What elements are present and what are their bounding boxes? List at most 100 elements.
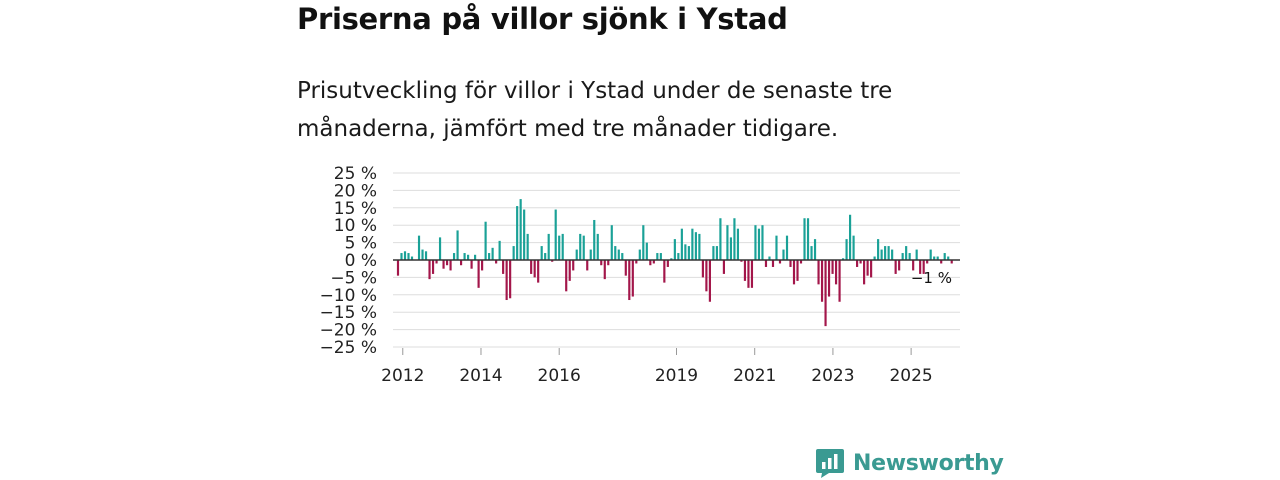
y-tick-label: 20 % — [334, 181, 377, 201]
bar — [579, 233, 582, 260]
bar — [947, 256, 950, 260]
page-title: Priserna på villor sjönk i Ystad — [297, 2, 788, 36]
bar — [677, 253, 680, 260]
bar — [708, 260, 711, 302]
y-tick-label: −25 % — [320, 338, 377, 358]
bar — [901, 253, 904, 260]
bar — [540, 246, 543, 260]
bar — [642, 225, 645, 260]
bar — [467, 254, 470, 260]
bar — [915, 249, 918, 260]
bar — [407, 253, 410, 260]
y-tick-label: 10 % — [334, 216, 377, 236]
bar — [761, 225, 764, 260]
bar — [740, 260, 743, 262]
bar — [852, 235, 855, 260]
bar — [617, 249, 620, 260]
bar — [729, 237, 733, 260]
bar — [813, 239, 817, 260]
bar — [940, 260, 943, 264]
bar — [551, 260, 554, 262]
bar — [554, 209, 557, 260]
bar — [403, 251, 407, 260]
x-tick-label: 2025 — [889, 366, 932, 386]
y-tick-label: 15 % — [334, 199, 377, 219]
bar — [796, 260, 799, 281]
bar — [470, 260, 473, 269]
x-tick-label: 2023 — [811, 366, 854, 386]
bar — [764, 260, 768, 267]
bar — [558, 235, 561, 260]
bar — [789, 260, 792, 267]
bar — [621, 253, 624, 260]
bar — [701, 260, 704, 278]
bar — [614, 246, 617, 260]
bar — [884, 246, 887, 260]
bar — [757, 228, 761, 260]
brand-name: Newsworthy — [853, 450, 1004, 476]
bar — [743, 260, 747, 281]
bar — [463, 253, 466, 260]
bar — [589, 249, 592, 260]
bar — [456, 230, 459, 260]
bar — [673, 239, 676, 260]
bar — [771, 260, 775, 267]
y-tick-label: −15 % — [320, 303, 377, 323]
bar — [898, 260, 901, 271]
x-tick-label: 2021 — [733, 366, 776, 386]
subtitle-line-2: månaderna, jämfört med tre månader tidig… — [297, 116, 839, 142]
bar — [799, 260, 803, 264]
bar — [428, 260, 431, 280]
bar — [817, 260, 820, 285]
y-tick-label: 25 % — [334, 164, 377, 184]
bar — [438, 237, 442, 260]
bar — [533, 260, 536, 278]
bar — [733, 218, 736, 260]
bar — [452, 253, 456, 260]
bar — [624, 260, 627, 276]
y-tick-label: 5 % — [345, 234, 377, 254]
bar — [750, 260, 754, 288]
bar — [607, 260, 610, 266]
bar — [792, 260, 796, 285]
bar — [400, 253, 403, 260]
bar — [656, 253, 659, 260]
bar — [544, 253, 547, 260]
bar — [670, 258, 673, 260]
bar — [831, 260, 834, 274]
bar — [593, 219, 596, 260]
bar — [509, 260, 512, 299]
bar — [754, 225, 757, 260]
bar — [712, 246, 715, 260]
bar — [442, 260, 445, 269]
bar — [502, 260, 505, 274]
bar — [908, 253, 911, 260]
bar — [396, 260, 400, 276]
bar — [603, 260, 606, 280]
bar — [495, 260, 498, 264]
bar — [498, 240, 501, 260]
bar — [530, 260, 533, 274]
bar — [806, 218, 810, 260]
bar — [856, 260, 859, 267]
x-tick-label: 2014 — [459, 366, 502, 386]
bars — [396, 199, 953, 327]
bar — [877, 239, 880, 260]
bar — [481, 260, 484, 271]
y-axis-ticks: 25 %20 %15 %10 %5 %0 %−5 %−10 %−15 %−20 … — [320, 164, 377, 358]
subtitle-line-1: Prisutveckling för villor i Ystad under … — [297, 78, 893, 104]
x-tick-label: 2012 — [381, 366, 424, 386]
bar — [628, 260, 631, 301]
bar — [694, 232, 697, 260]
bar — [775, 235, 778, 260]
bar — [484, 221, 487, 260]
bar — [827, 260, 831, 297]
bar — [575, 249, 578, 260]
bar — [565, 260, 568, 292]
bar — [880, 249, 883, 260]
bar — [649, 260, 652, 266]
bar — [894, 260, 897, 274]
bar — [785, 235, 789, 260]
bar — [610, 225, 613, 260]
x-tick-label: 2019 — [655, 366, 698, 386]
